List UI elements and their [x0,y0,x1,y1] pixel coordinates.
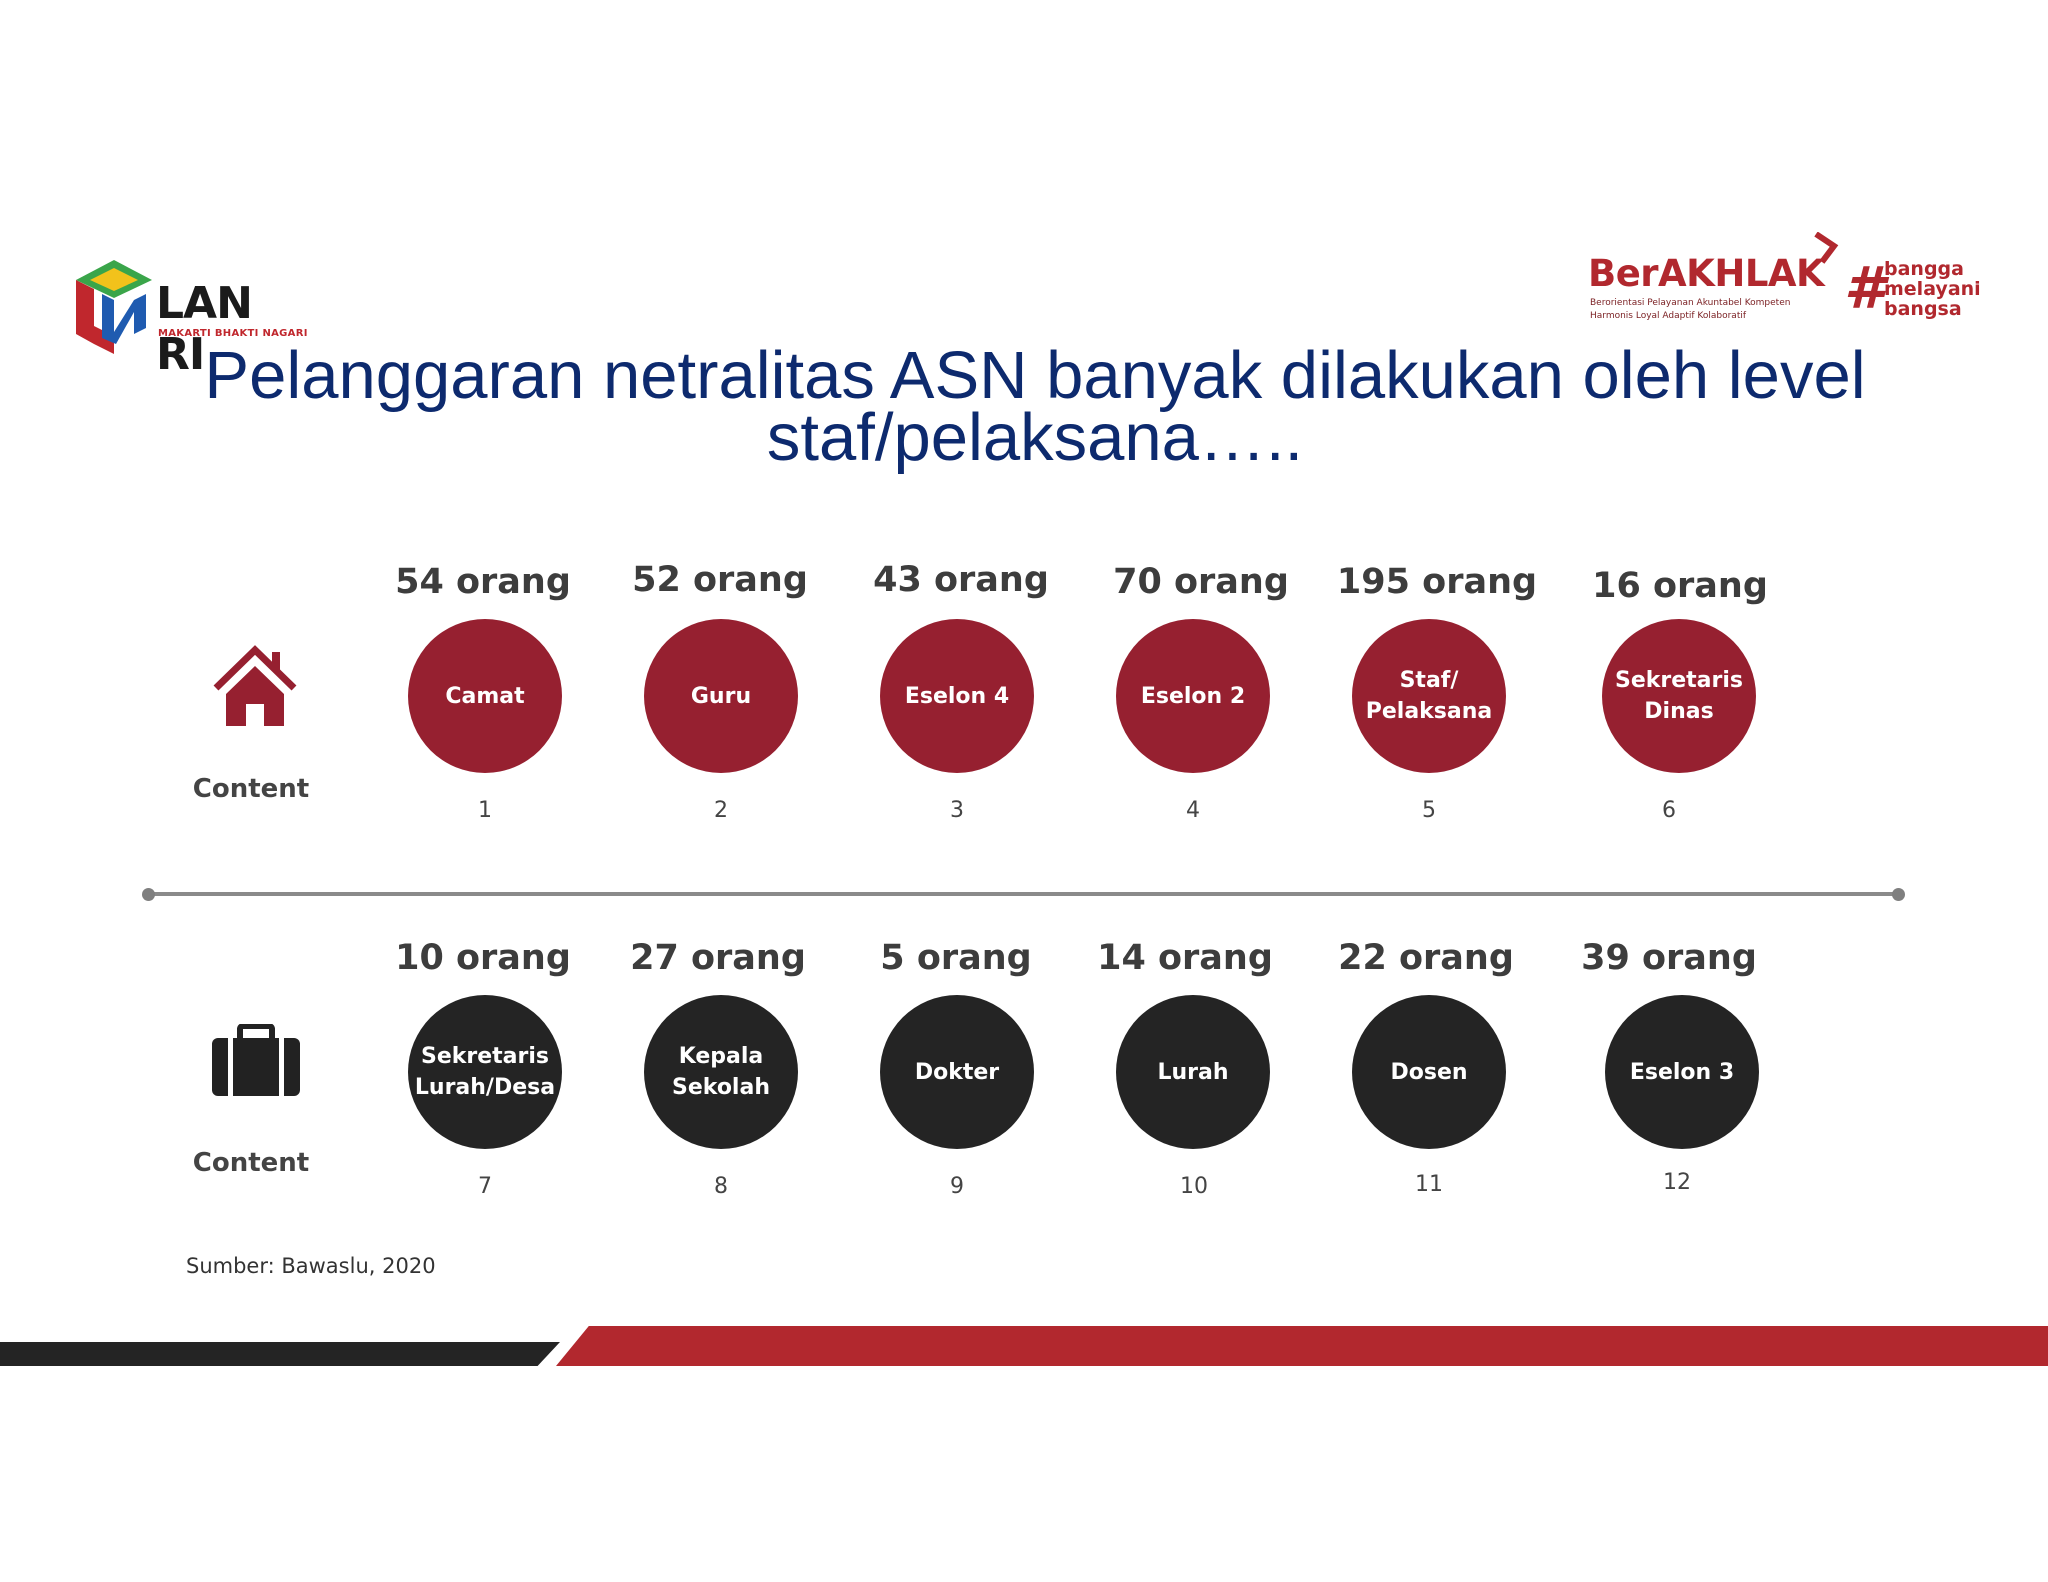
tag-melayani: melayani [1884,278,1981,300]
role-circle-sekretaris-dinas: Sekretaris Dinas [1602,619,1756,773]
lan-ri-wordmark: LAN RI [156,278,253,380]
count-label: 5 orang [880,938,1032,978]
item-number: 2 [714,798,728,823]
item-number: 9 [950,1174,964,1199]
berakhlak-line1: Berorientasi Pelayanan Akuntabel Kompete… [1590,298,1791,308]
item-number: 12 [1663,1170,1691,1195]
item-number: 8 [714,1174,728,1199]
item-number: 5 [1422,798,1436,823]
count-label: 43 orang [873,560,1049,600]
title-line-2: staf/pelaksana….. [766,400,1304,475]
footer-band-dark [0,1342,560,1366]
count-label: 27 orang [630,938,806,978]
tag-bangsa: bangsa [1884,298,1962,320]
bottom-content-label: Content [192,1148,310,1178]
title-line-1: Pelanggaran netralitas ASN banyak dilaku… [204,338,1866,413]
briefcase-icon [212,1024,300,1096]
item-number: 3 [950,798,964,823]
count-label: 54 orang [395,562,571,602]
item-number: 11 [1415,1172,1443,1197]
role-circle-kepala-sekolah: Kepala Sekolah [644,995,798,1149]
count-label: 70 orang [1113,562,1289,602]
berakhlak-wordmark: BerAKHLAK [1588,252,1825,295]
footer-band-red [556,1326,2048,1366]
item-number: 4 [1186,798,1200,823]
count-label: 52 orang [632,560,808,600]
count-label: 195 orang [1336,562,1538,602]
berakhlak-logo: BerAKHLAK Berorientasi Pelayanan Akuntab… [1584,232,2004,332]
count-label: 16 orang [1592,566,1768,606]
role-circle-eselon-4: Eselon 4 [880,619,1034,773]
divider-dot-right [1892,888,1905,901]
divider-dot-left [142,888,155,901]
role-circle-eselon-2: Eselon 2 [1116,619,1270,773]
item-number: 6 [1662,798,1676,823]
count-label: 10 orang [395,938,571,978]
lan-ri-tagline: MAKARTI BHAKTI NAGARI [158,328,308,339]
top-content-label: Content [192,774,310,804]
berakhlak-line2: Harmonis Loyal Adaptif Kolaboratif [1590,311,1747,321]
role-circle-staf-pelaksana: Staf/ Pelaksana [1352,619,1506,773]
tag-bangga: bangga [1884,258,1964,280]
count-label: 22 orang [1338,938,1514,978]
chevron-right-icon [1814,232,1839,264]
page-title: Pelanggaran netralitas ASN banyak dilaku… [0,338,2048,475]
lan-ri-emblem-icon [76,260,152,354]
count-label: 39 orang [1581,938,1757,978]
lan-ri-logo: LAN RI MAKARTI BHAKTI NAGARI [72,258,312,380]
source-note: Sumber: Bawaslu, 2020 [186,1254,436,1278]
house-icon [213,645,297,726]
count-label: 14 orang [1097,938,1273,978]
section-divider [148,892,1900,896]
role-circle-dokter: Dokter [880,995,1034,1149]
role-circle-sekretaris-lurah-desa: Sekretaris Lurah/Desa [408,995,562,1149]
item-number: 7 [478,1174,492,1199]
role-circle-camat: Camat [408,619,562,773]
item-number: 10 [1180,1174,1208,1199]
hashtag-symbol: # [1844,254,1885,322]
role-circle-eselon-3: Eselon 3 [1605,995,1759,1149]
role-circle-guru: Guru [644,619,798,773]
item-number: 1 [478,798,492,823]
role-circle-lurah: Lurah [1116,995,1270,1149]
role-circle-dosen: Dosen [1352,995,1506,1149]
